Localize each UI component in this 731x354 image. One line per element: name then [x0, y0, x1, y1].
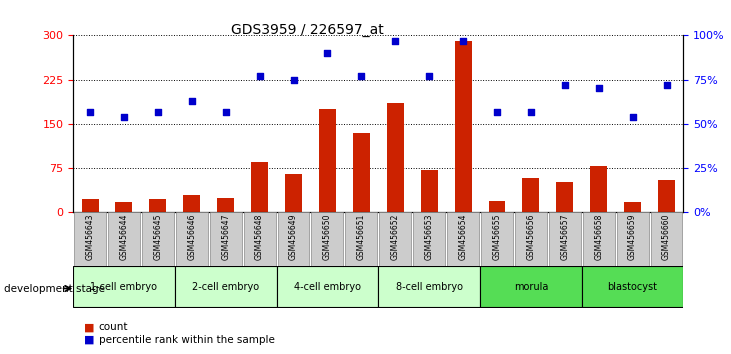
FancyBboxPatch shape [379, 266, 480, 307]
Text: 2-cell embryo: 2-cell embryo [192, 282, 260, 292]
Text: blastocyst: blastocyst [607, 282, 658, 292]
Bar [115, 202, 132, 212]
Bar [82, 199, 99, 212]
FancyBboxPatch shape [243, 212, 276, 266]
FancyBboxPatch shape [176, 212, 208, 266]
FancyBboxPatch shape [379, 212, 411, 266]
Text: GSM456651: GSM456651 [357, 214, 366, 261]
Text: GSM456650: GSM456650 [323, 214, 332, 261]
Text: GSM456657: GSM456657 [560, 214, 569, 261]
Text: GSM456647: GSM456647 [221, 214, 230, 261]
Text: GSM456644: GSM456644 [119, 214, 129, 261]
FancyBboxPatch shape [582, 266, 683, 307]
FancyBboxPatch shape [73, 266, 175, 307]
Text: count: count [99, 322, 128, 332]
Bar [319, 109, 336, 212]
Point [254, 73, 265, 79]
Point [390, 38, 401, 44]
Bar [523, 178, 539, 212]
Point [118, 114, 130, 120]
Text: GSM456649: GSM456649 [289, 214, 298, 261]
Bar [285, 174, 302, 212]
Text: GSM456652: GSM456652 [391, 214, 400, 261]
Text: development stage: development stage [4, 284, 105, 293]
Point [626, 114, 638, 120]
FancyBboxPatch shape [276, 266, 379, 307]
Point [288, 77, 300, 82]
Point [661, 82, 673, 88]
Bar [590, 166, 607, 212]
FancyBboxPatch shape [311, 212, 344, 266]
Text: GSM456646: GSM456646 [187, 214, 197, 261]
FancyBboxPatch shape [74, 212, 106, 266]
Bar [353, 133, 370, 212]
FancyBboxPatch shape [413, 212, 445, 266]
FancyBboxPatch shape [108, 212, 140, 266]
Point [152, 109, 164, 114]
FancyBboxPatch shape [583, 212, 615, 266]
Point [186, 98, 197, 104]
FancyBboxPatch shape [142, 212, 174, 266]
Text: GSM456658: GSM456658 [594, 214, 603, 261]
Text: GSM456654: GSM456654 [458, 214, 468, 261]
Point [457, 38, 469, 44]
Text: 1-cell embryo: 1-cell embryo [91, 282, 157, 292]
Text: GSM456659: GSM456659 [628, 214, 637, 261]
Text: GSM456653: GSM456653 [425, 214, 433, 261]
Bar [556, 182, 573, 212]
Bar [387, 103, 404, 212]
Point [525, 109, 537, 114]
FancyBboxPatch shape [346, 212, 377, 266]
FancyBboxPatch shape [175, 266, 276, 307]
Point [220, 109, 232, 114]
Bar [251, 162, 268, 212]
Text: GSM456645: GSM456645 [154, 214, 162, 261]
Text: ■: ■ [84, 335, 94, 345]
Bar [149, 199, 167, 212]
Text: 4-cell embryo: 4-cell embryo [294, 282, 361, 292]
Text: GSM456656: GSM456656 [526, 214, 535, 261]
Point [593, 86, 605, 91]
Bar [488, 201, 505, 212]
Point [559, 82, 571, 88]
Bar [183, 195, 200, 212]
Point [84, 109, 96, 114]
FancyBboxPatch shape [651, 212, 683, 266]
Text: ■: ■ [84, 322, 94, 332]
Text: 8-cell embryo: 8-cell embryo [395, 282, 463, 292]
FancyBboxPatch shape [515, 212, 547, 266]
Bar [658, 180, 675, 212]
FancyBboxPatch shape [210, 212, 242, 266]
FancyBboxPatch shape [481, 212, 513, 266]
Point [355, 73, 367, 79]
Point [423, 73, 435, 79]
FancyBboxPatch shape [447, 212, 479, 266]
Point [322, 50, 333, 56]
FancyBboxPatch shape [278, 212, 309, 266]
Text: GDS3959 / 226597_at: GDS3959 / 226597_at [231, 23, 383, 37]
Text: GSM456660: GSM456660 [662, 214, 671, 261]
Bar [624, 202, 641, 212]
Bar [420, 170, 438, 212]
FancyBboxPatch shape [549, 212, 580, 266]
Bar [217, 198, 234, 212]
FancyBboxPatch shape [480, 266, 582, 307]
Text: GSM456643: GSM456643 [86, 214, 94, 261]
FancyBboxPatch shape [617, 212, 648, 266]
Point [491, 109, 503, 114]
Text: GSM456655: GSM456655 [493, 214, 501, 261]
Text: GSM456648: GSM456648 [255, 214, 264, 261]
Bar [455, 41, 471, 212]
Text: morula: morula [514, 282, 548, 292]
Text: percentile rank within the sample: percentile rank within the sample [99, 335, 275, 345]
